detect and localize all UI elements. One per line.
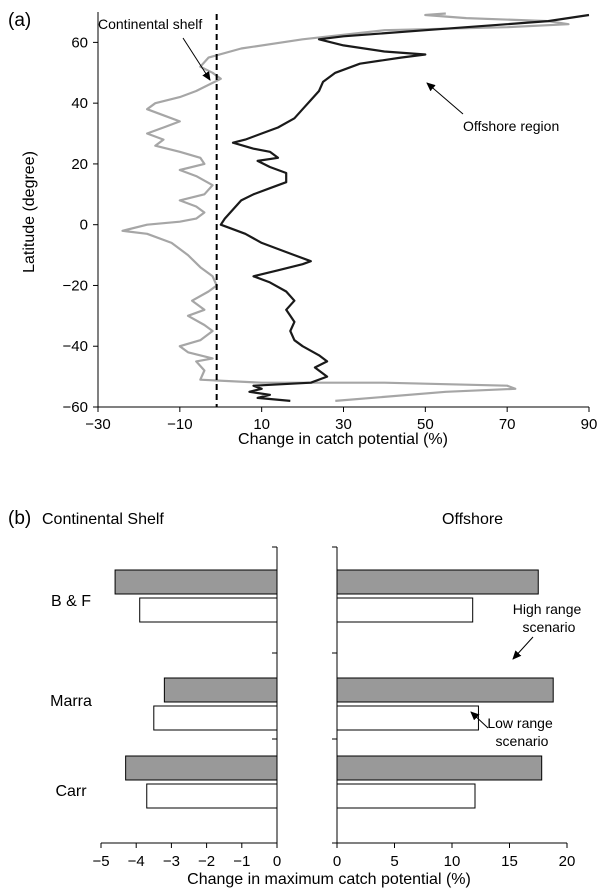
panel-b-right-x-tick-label: 20 bbox=[559, 853, 576, 870]
offshore-bar-high-2 bbox=[336, 755, 543, 781]
panel-b-label: (b) bbox=[8, 508, 31, 529]
panel-a-x-tick-label: −10 bbox=[167, 416, 192, 433]
panel-a-y-tick-label: 20 bbox=[71, 156, 88, 173]
panel-a-x-tick-label: −30 bbox=[85, 416, 110, 433]
offshore-bar-high-0 bbox=[336, 569, 539, 595]
panel-a-y-tick-label: 60 bbox=[71, 34, 88, 51]
panel-b-left-x-tick-label: −3 bbox=[163, 853, 180, 870]
shelf-bar-high-0 bbox=[114, 569, 278, 595]
panel-b-x-axis-label: Change in maximum catch potential (%) bbox=[187, 871, 471, 888]
panel-a-x-tick-label: 30 bbox=[335, 416, 352, 433]
panel-b-right-x-tick-label: 10 bbox=[444, 853, 461, 870]
panel-a: (a) −30 −10 10 30 50 70 90 −60 −40 −20 0 20 40 60 Ch… bbox=[8, 10, 597, 448]
panel-a-x-tick-label: 50 bbox=[417, 416, 434, 433]
panel-b-left-title: Continental Shelf bbox=[42, 511, 164, 528]
low-range-annotation-line-2: scenario bbox=[496, 733, 549, 749]
panel-b-right-x-tick-label: 5 bbox=[390, 853, 398, 870]
panel-b-right-x-tick-label: 0 bbox=[333, 853, 341, 870]
panel-b-x-ticks: −5 −4 −3 −2 −1 0 0 5 10 15 20 bbox=[92, 843, 575, 870]
offshore-bar-low-1 bbox=[336, 705, 479, 731]
shelf-bar-low-1 bbox=[153, 705, 278, 731]
low-range-arrow bbox=[470, 711, 489, 729]
high-range-annotation-line-1: High range bbox=[513, 601, 582, 617]
continental-shelf-annotation: Continental shelf bbox=[98, 16, 202, 32]
panel-a-series-layer bbox=[121, 12, 590, 402]
category-label: Marra bbox=[50, 693, 92, 710]
offshore-bar-high-1 bbox=[336, 677, 554, 703]
high-range-annotation: High range scenario bbox=[513, 601, 585, 635]
panel-a-x-ticks: −30 −10 10 30 50 70 90 bbox=[85, 407, 597, 433]
panel-a-label: (a) bbox=[8, 10, 31, 31]
category-label: Carr bbox=[55, 783, 87, 800]
offshore-bar-low-0 bbox=[336, 597, 474, 623]
panel-a-y-ticks: −60 −40 −20 0 20 40 60 bbox=[63, 34, 98, 416]
offshore-region-arrow bbox=[426, 82, 464, 115]
panel-a-y-tick-label: 40 bbox=[71, 95, 88, 112]
panel-b-right-x-tick-label: 15 bbox=[501, 853, 518, 870]
offshore-bar-low-2 bbox=[336, 783, 476, 809]
panel-a-y-tick-label: −40 bbox=[63, 338, 88, 355]
continental-shelf-arrow bbox=[182, 37, 211, 81]
series-line-continental-shelf bbox=[121, 12, 570, 402]
panel-b-left-x-tick-label: −1 bbox=[233, 853, 250, 870]
panel-b-left-x-tick-label: −4 bbox=[128, 853, 145, 870]
high-range-annotation-line-2: scenario bbox=[523, 619, 576, 635]
panel-a-y-tick-label: −20 bbox=[63, 277, 88, 294]
panel-a-x-tick-label: 70 bbox=[499, 416, 516, 433]
panel-b-category-labels: B & F Marra Carr bbox=[50, 546, 337, 844]
offshore-region-annotation: Offshore region bbox=[463, 118, 559, 134]
shelf-bar-low-0 bbox=[139, 597, 278, 623]
low-range-annotation: Low range scenario bbox=[487, 715, 556, 749]
shelf-bar-high-2 bbox=[125, 755, 278, 781]
panel-b: (b) Continental Shelf Offshore −5 −4 −3 −2−… bbox=[8, 508, 585, 888]
high-range-arrow bbox=[512, 636, 534, 660]
panel-a-x-axis-label: Change in catch potential (%) bbox=[238, 431, 448, 448]
series-line-offshore-region bbox=[219, 13, 590, 402]
low-range-annotation-line-1: Low range bbox=[487, 715, 553, 731]
shelf-bar-low-2 bbox=[146, 783, 278, 809]
panel-b-left-x-tick-label: −5 bbox=[92, 853, 109, 870]
panel-b-left-x-tick-label: −2 bbox=[198, 853, 215, 870]
panel-a-y-axis-label: Latitude (degree) bbox=[21, 151, 38, 273]
panel-b-right-title: Offshore bbox=[442, 511, 503, 528]
category-label: B & F bbox=[51, 593, 91, 610]
panel-a-x-tick-label: 90 bbox=[581, 416, 598, 433]
panel-a-y-tick-label: 0 bbox=[80, 217, 88, 234]
panel-a-y-tick-label: −60 bbox=[63, 399, 88, 416]
panel-a-x-tick-label: 10 bbox=[253, 416, 270, 433]
panel-b-bars bbox=[114, 569, 554, 809]
shelf-bar-high-1 bbox=[163, 677, 278, 703]
panel-b-left-x-tick-label: 0 bbox=[273, 853, 281, 870]
